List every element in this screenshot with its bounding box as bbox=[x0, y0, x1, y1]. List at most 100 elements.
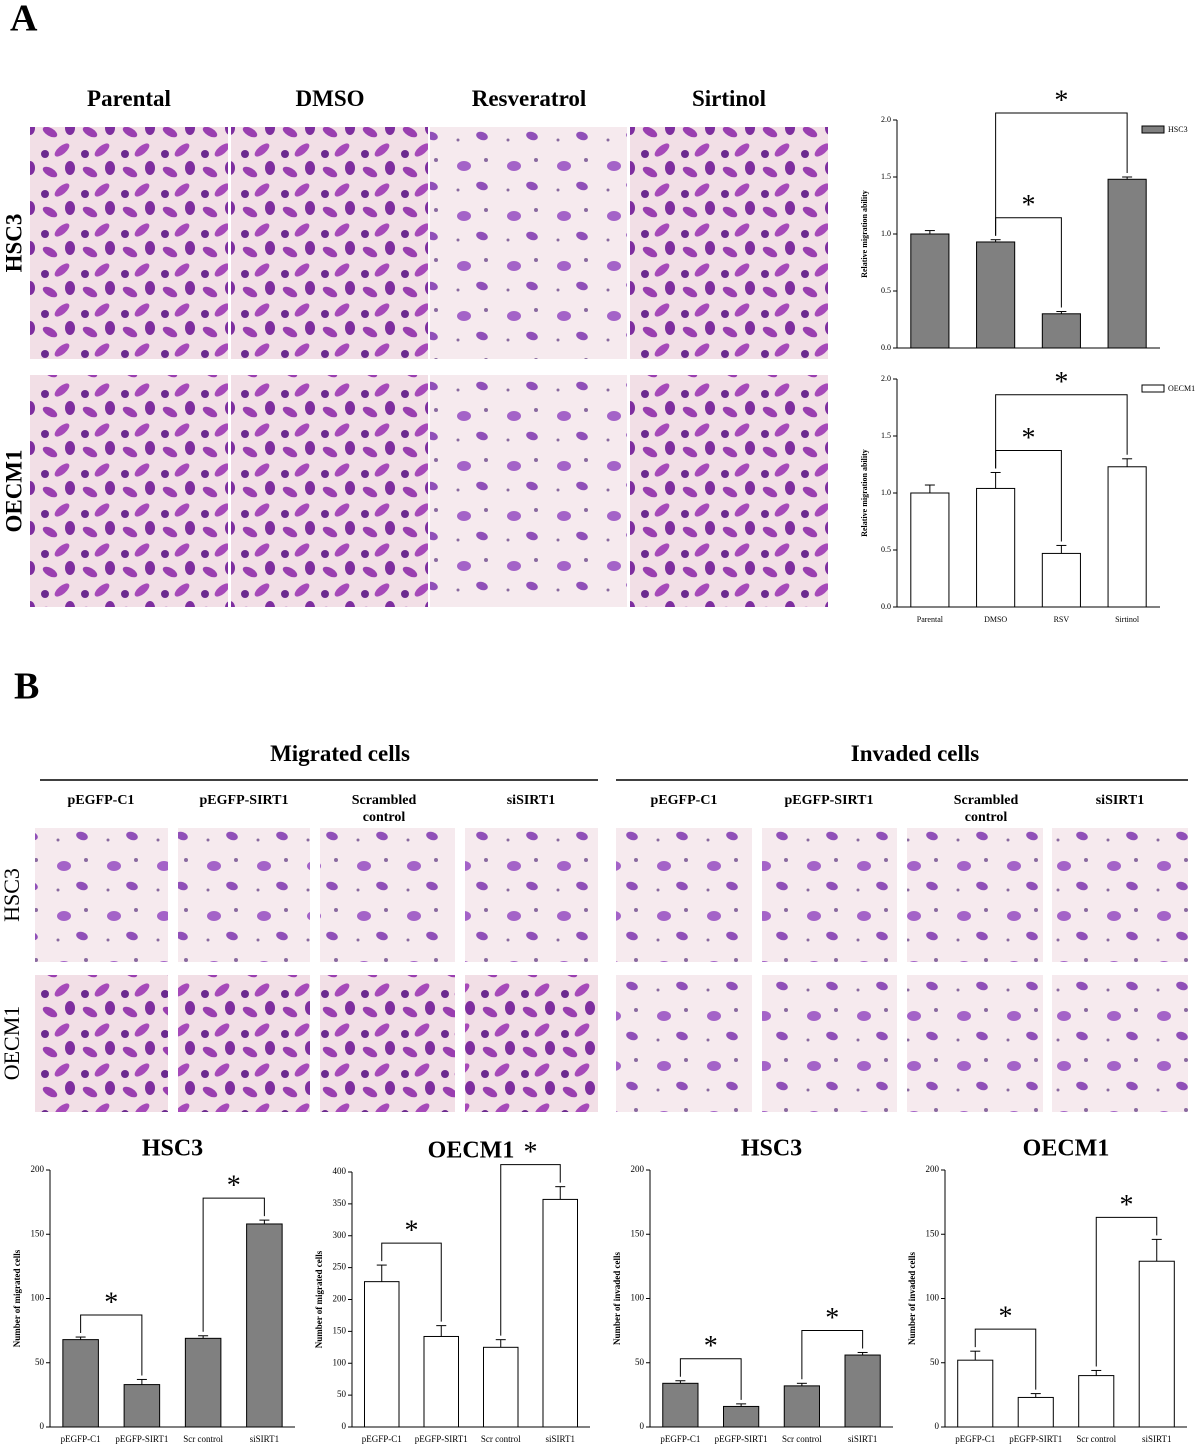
column-header: pEGFP-C1 bbox=[67, 793, 135, 808]
significance-label: * bbox=[999, 1302, 1013, 1333]
y-tick-label: 100 bbox=[926, 1293, 940, 1303]
y-tick-label: 1.5 bbox=[881, 431, 891, 440]
bar bbox=[184, 1337, 222, 1428]
bar bbox=[1138, 1260, 1175, 1428]
x-tick-label: RSV bbox=[1054, 615, 1070, 624]
bar bbox=[844, 1354, 881, 1428]
significance-label: * bbox=[1120, 1190, 1134, 1221]
panel-label: A bbox=[10, 0, 38, 40]
y-tick-label: 100 bbox=[333, 1357, 347, 1367]
significance-label: * bbox=[104, 1287, 118, 1318]
x-tick-label: pEGFP-SIRT1 bbox=[715, 1434, 768, 1444]
significance-bracket bbox=[974, 1328, 1037, 1390]
bar bbox=[1078, 1375, 1115, 1428]
legend-label: HSC3 bbox=[1168, 125, 1188, 134]
y-tick-label: 50 bbox=[635, 1357, 645, 1367]
y-tick-label: 200 bbox=[926, 1164, 940, 1174]
bar bbox=[783, 1385, 820, 1428]
y-tick-label: 150 bbox=[631, 1228, 645, 1238]
column-header: Parental bbox=[87, 86, 171, 111]
group-header: Migrated cells bbox=[270, 741, 410, 766]
column-header: Sirtinol bbox=[691, 86, 767, 111]
significance-bracket bbox=[381, 1242, 442, 1322]
bar bbox=[976, 487, 1016, 608]
y-tick-label: 100 bbox=[31, 1293, 45, 1303]
x-tick-label: Scr control bbox=[481, 1434, 521, 1444]
y-tick-label: 200 bbox=[631, 1164, 645, 1174]
significance-label: * bbox=[524, 1137, 538, 1168]
y-tick-label: 150 bbox=[31, 1228, 45, 1238]
bar bbox=[910, 233, 950, 349]
significance-label: * bbox=[1022, 423, 1036, 454]
x-tick-label: siSIRT1 bbox=[848, 1434, 877, 1444]
x-tick-label: DMSO bbox=[984, 615, 1007, 624]
x-tick-label: pEGFP-C1 bbox=[362, 1434, 402, 1444]
y-axis-label: Number of invaded cells bbox=[907, 1251, 917, 1345]
x-tick-label: pEGFP-SIRT1 bbox=[115, 1434, 168, 1444]
x-tick-label: Parental bbox=[917, 615, 944, 624]
bar bbox=[1041, 552, 1081, 608]
y-tick-label: 0 bbox=[640, 1421, 645, 1431]
x-tick-label: siSIRT1 bbox=[250, 1434, 279, 1444]
bar bbox=[662, 1382, 699, 1428]
significance-bracket bbox=[801, 1329, 864, 1380]
significance-bracket bbox=[202, 1197, 265, 1332]
row-label: HSC3 bbox=[1, 214, 26, 273]
x-tick-label: pEGFP-C1 bbox=[955, 1434, 995, 1444]
bar bbox=[482, 1346, 519, 1428]
x-tick-label: siSIRT1 bbox=[546, 1434, 575, 1444]
y-tick-label: 150 bbox=[926, 1228, 940, 1238]
column-header: pEGFP-SIRT1 bbox=[784, 793, 874, 808]
significance-bracket bbox=[995, 394, 1128, 469]
bar bbox=[976, 241, 1016, 349]
row-label: OECM1 bbox=[0, 1006, 24, 1081]
column-header: pEGFP-SIRT1 bbox=[199, 793, 289, 808]
y-tick-label: 0.5 bbox=[881, 286, 891, 295]
bar bbox=[542, 1198, 579, 1428]
significance-bracket bbox=[679, 1358, 742, 1400]
y-axis-label: Number of invaded cells bbox=[612, 1251, 622, 1345]
x-tick-label: pEGFP-C1 bbox=[61, 1434, 101, 1444]
significance-label: * bbox=[704, 1331, 718, 1362]
significance-label: * bbox=[227, 1171, 241, 1202]
y-tick-label: 0.0 bbox=[881, 343, 891, 352]
legend-swatch bbox=[1141, 125, 1165, 134]
chart-title: OECM1 bbox=[1023, 1136, 1110, 1162]
significance-label: * bbox=[1054, 367, 1068, 398]
y-tick-label: 100 bbox=[631, 1293, 645, 1303]
bar bbox=[1041, 313, 1081, 349]
x-tick-label: siSIRT1 bbox=[1142, 1434, 1171, 1444]
significance-bracket bbox=[500, 1164, 561, 1336]
y-tick-label: 400 bbox=[333, 1166, 347, 1176]
bar bbox=[423, 1335, 460, 1428]
bar bbox=[910, 492, 950, 608]
y-tick-label: 0.5 bbox=[881, 545, 891, 554]
significance-label: * bbox=[405, 1215, 419, 1246]
legend-label: OECM1 bbox=[1168, 384, 1195, 393]
y-tick-label: 250 bbox=[333, 1262, 347, 1272]
x-tick-label: pEGFP-SIRT1 bbox=[1009, 1434, 1062, 1444]
bar bbox=[723, 1405, 760, 1428]
bar bbox=[246, 1223, 283, 1428]
significance-bracket bbox=[995, 112, 1128, 236]
micrographs-a bbox=[30, 127, 828, 607]
y-tick-label: 2.0 bbox=[881, 115, 891, 124]
y-tick-label: 1.0 bbox=[881, 488, 891, 497]
row-label: OECM1 bbox=[1, 449, 26, 532]
y-axis-label: Relative migration ability bbox=[860, 449, 869, 537]
bar bbox=[957, 1359, 994, 1428]
significance-bracket bbox=[995, 217, 1062, 308]
row-label: HSC3 bbox=[0, 868, 24, 922]
y-tick-label: 0 bbox=[935, 1421, 940, 1431]
column-header: siSIRT1 bbox=[1095, 793, 1145, 808]
y-tick-label: 50 bbox=[337, 1389, 347, 1399]
significance-bracket bbox=[995, 449, 1062, 542]
x-tick-label: pEGFP-C1 bbox=[660, 1434, 700, 1444]
bar bbox=[62, 1339, 99, 1428]
y-tick-label: 0.0 bbox=[881, 602, 891, 611]
panel-label: B bbox=[14, 666, 39, 708]
column-header: DMSO bbox=[295, 86, 365, 111]
y-tick-label: 150 bbox=[333, 1325, 347, 1335]
y-tick-label: 200 bbox=[333, 1294, 347, 1304]
